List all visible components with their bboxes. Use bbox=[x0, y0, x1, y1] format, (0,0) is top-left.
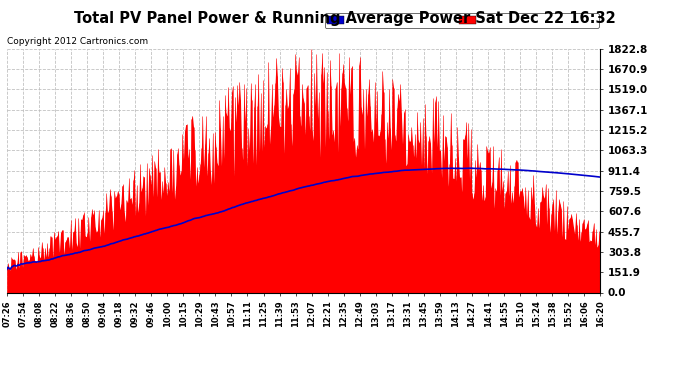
Text: Total PV Panel Power & Running Average Power Sat Dec 22 16:32: Total PV Panel Power & Running Average P… bbox=[74, 11, 616, 26]
Text: Copyright 2012 Cartronics.com: Copyright 2012 Cartronics.com bbox=[7, 38, 148, 46]
Legend: Average  (DC Watts), PV Panels  (DC Watts): Average (DC Watts), PV Panels (DC Watts) bbox=[324, 13, 600, 28]
